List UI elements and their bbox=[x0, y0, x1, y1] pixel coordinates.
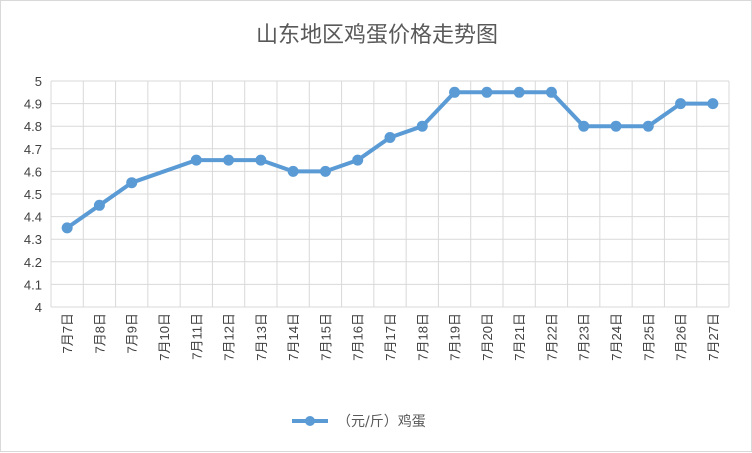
x-tick-label: 7月20日 bbox=[480, 313, 495, 361]
data-point bbox=[126, 177, 138, 189]
x-tick-label: 7月24日 bbox=[609, 313, 624, 361]
data-point bbox=[255, 154, 267, 166]
y-tick-label: 4.9 bbox=[24, 97, 42, 112]
legend-label: （元/斤）鸡蛋 bbox=[337, 413, 426, 430]
x-tick-label: 7月27日 bbox=[706, 313, 721, 361]
data-point bbox=[93, 199, 105, 211]
x-tick-label: 7月23日 bbox=[577, 313, 592, 361]
gridlines bbox=[50, 80, 730, 308]
x-tick-label: 7月10日 bbox=[157, 313, 172, 361]
x-tick-label: 7月8日 bbox=[92, 313, 107, 353]
y-tick-label: 5 bbox=[35, 74, 42, 89]
x-tick-label: 7月7日 bbox=[60, 313, 75, 353]
x-tick-label: 7月26日 bbox=[674, 313, 689, 361]
y-tick-label: 4.4 bbox=[24, 210, 42, 225]
y-tick-label: 4.6 bbox=[24, 164, 42, 179]
data-point bbox=[707, 98, 719, 110]
x-tick-label: 7月9日 bbox=[125, 313, 140, 353]
y-tick-label: 4.2 bbox=[24, 255, 42, 270]
x-tick-label: 7月13日 bbox=[254, 313, 269, 361]
x-tick-label: 7月15日 bbox=[318, 313, 333, 361]
x-tick-label: 7月25日 bbox=[641, 313, 656, 361]
x-tick-label: 7月22日 bbox=[544, 313, 559, 361]
data-point bbox=[384, 132, 396, 143]
data-point bbox=[513, 86, 525, 98]
x-tick-label: 7月11日 bbox=[189, 313, 204, 360]
x-tick-label: 7月12日 bbox=[222, 313, 237, 361]
x-axis-ticks: 7月7日 7月8日 7月9日 7月10日 7月11日 7月12日 7月13日 7月14日 7月1… bbox=[60, 313, 721, 361]
x-tick-label: 7月18日 bbox=[415, 313, 430, 361]
data-point bbox=[61, 222, 73, 234]
data-point bbox=[481, 86, 493, 98]
x-tick-label: 7月14日 bbox=[286, 313, 301, 361]
y-tick-label: 4.5 bbox=[24, 187, 42, 202]
data-point bbox=[352, 154, 364, 166]
legend: （元/斤）鸡蛋 bbox=[292, 413, 426, 430]
data-point bbox=[319, 165, 331, 177]
x-tick-label: 7月16日 bbox=[351, 313, 366, 361]
x-tick-label: 7月17日 bbox=[383, 313, 398, 361]
y-tick-label: 4.7 bbox=[24, 142, 42, 157]
data-point bbox=[642, 120, 654, 132]
chart-title: 山东地区鸡蛋价格走势图 bbox=[256, 23, 498, 48]
data-point bbox=[545, 86, 557, 98]
y-tick-label: 4.8 bbox=[24, 119, 42, 134]
series-line bbox=[65, 90, 715, 230]
y-axis-ticks: 4 4.1 4.2 4.3 4.4 4.5 4.6 4.7 4.8 4.9 5 bbox=[24, 74, 42, 315]
x-tick-label: 7月21日 bbox=[512, 313, 527, 361]
series-group bbox=[61, 86, 719, 234]
y-tick-label: 4.1 bbox=[24, 277, 42, 292]
data-point bbox=[223, 154, 235, 166]
data-point bbox=[287, 165, 299, 177]
x-tick-label: 7月19日 bbox=[448, 313, 463, 361]
data-point bbox=[578, 120, 590, 132]
legend-point-marker bbox=[305, 416, 315, 426]
y-tick-label: 4.3 bbox=[24, 232, 42, 247]
data-point bbox=[190, 154, 202, 166]
data-point bbox=[610, 120, 622, 132]
data-point bbox=[675, 98, 687, 110]
data-point bbox=[416, 120, 428, 132]
y-tick-label: 4 bbox=[35, 300, 42, 315]
data-point bbox=[449, 86, 461, 98]
